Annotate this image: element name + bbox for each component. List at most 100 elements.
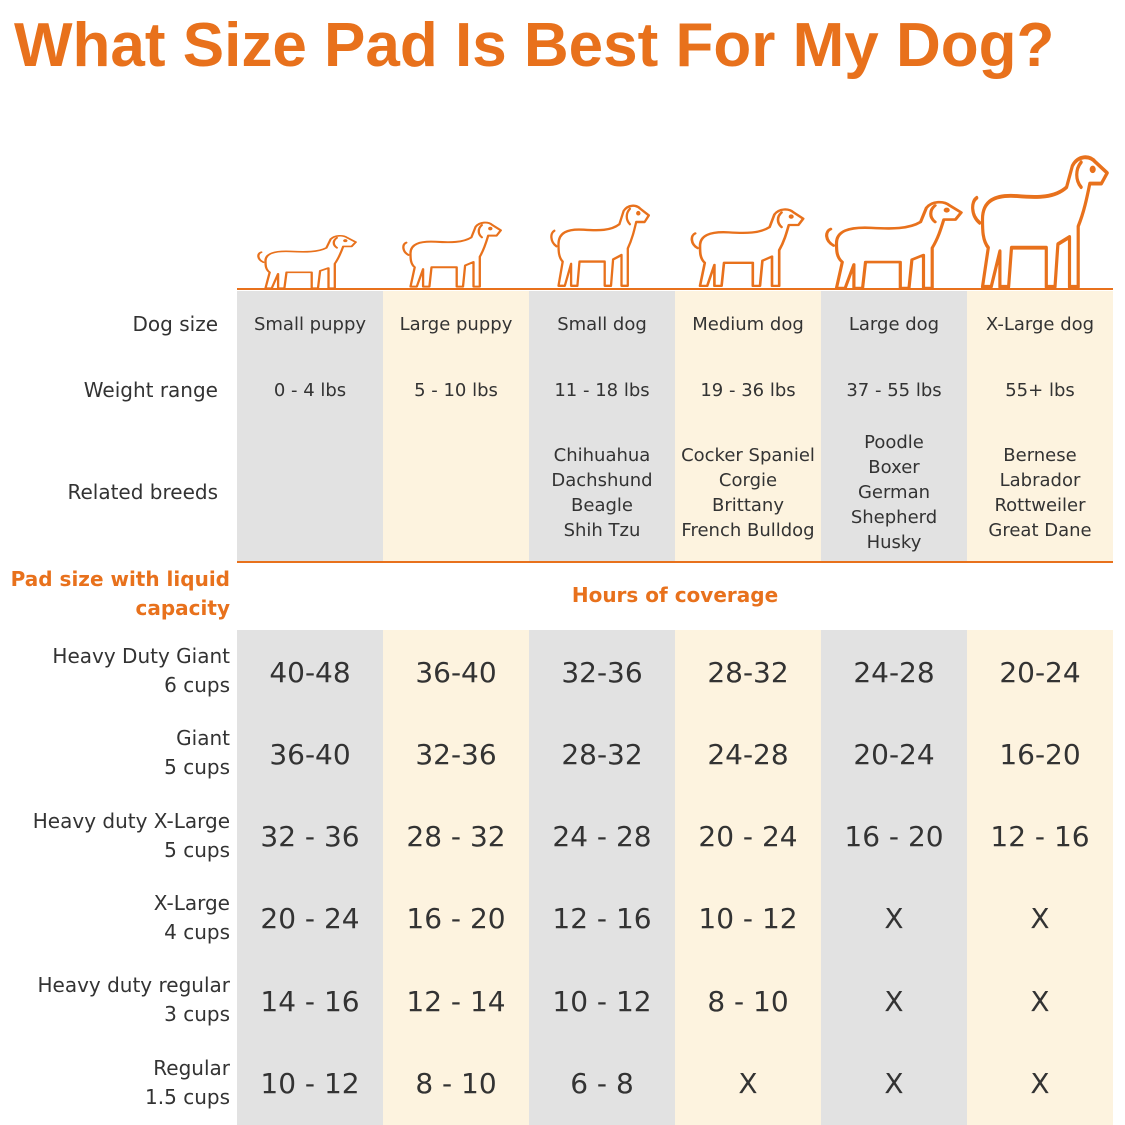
breed: Corgie xyxy=(718,469,778,491)
breed: Cocker Spaniel xyxy=(681,444,815,466)
hours: 6 - 8 xyxy=(570,1067,634,1100)
column-bg xyxy=(383,630,529,1125)
breed: Boxer xyxy=(868,457,920,478)
hours: X xyxy=(738,1067,758,1100)
breeds: Poodle Boxer German Shepherd Husky xyxy=(821,425,967,560)
weight: 0 - 4 lbs xyxy=(273,379,347,401)
dog-size: Large puppy xyxy=(399,313,513,335)
hours: X xyxy=(1030,902,1050,936)
coverage-header: Hours of coverage xyxy=(571,582,779,607)
weight: 55+ lbs xyxy=(1005,379,1075,401)
row-label: Related breeds xyxy=(67,479,218,504)
hours: 16-20 xyxy=(999,737,1081,771)
breed: Great Dane xyxy=(988,519,1092,541)
dog-size: Small dog xyxy=(557,313,647,335)
dog-size: X-Large dog xyxy=(985,313,1095,335)
breed: Brittany xyxy=(712,494,784,516)
column-bg xyxy=(237,630,383,1125)
column-bg xyxy=(383,291,529,561)
hours: X xyxy=(884,1067,904,1100)
divider xyxy=(237,561,1113,563)
dog-size: Small puppy xyxy=(253,313,367,335)
hours: 24-28 xyxy=(853,655,935,689)
hours: X xyxy=(1030,984,1050,1018)
breed: Labrador xyxy=(999,469,1081,491)
hours: 32 - 36 xyxy=(260,820,360,854)
hours: 40-48 xyxy=(269,655,351,689)
breed: Chihuahua xyxy=(553,444,651,466)
hours: 8 - 10 xyxy=(707,984,789,1018)
pad-label: Heavy duty X-Large 5 cups xyxy=(0,807,230,865)
column-bg xyxy=(821,630,967,1125)
pad-capacity: 6 cups xyxy=(164,673,230,697)
hours: 28-32 xyxy=(561,737,643,771)
pad-name: Giant xyxy=(176,726,230,751)
pad-capacity: 3 cups xyxy=(164,1002,230,1027)
hours: 24 - 28 xyxy=(552,820,652,854)
hours: 20-24 xyxy=(853,737,935,771)
breed: Rottweiler xyxy=(994,494,1086,516)
hours: 28-32 xyxy=(707,655,789,689)
hours: 16 - 20 xyxy=(406,902,506,936)
hours: 16 - 20 xyxy=(844,820,944,854)
pad-label: Heavy duty regular 3 cups xyxy=(0,971,230,1029)
pad-name: Heavy Duty Giant xyxy=(52,644,230,668)
column-bg xyxy=(675,291,821,561)
breeds: Cocker Spaniel Corgie Brittany French Bulld… xyxy=(675,425,821,560)
pad-label: Giant 5 cups xyxy=(0,724,230,782)
column-bg xyxy=(967,630,1113,1125)
pad-header: Pad size with liquid capacity xyxy=(10,567,230,620)
pad-capacity: 4 cups xyxy=(164,919,230,944)
hours: X xyxy=(884,902,904,936)
hours: X xyxy=(1030,1067,1050,1100)
pad-capacity: 1.5 cups xyxy=(145,1084,230,1109)
weight: 11 - 18 lbs xyxy=(554,379,650,401)
hours: 32-36 xyxy=(561,655,643,689)
breed: Husky xyxy=(866,532,922,553)
breed: Dachshund xyxy=(551,469,653,491)
hours: 24-28 xyxy=(707,737,789,771)
breed: Shih Tzu xyxy=(563,519,641,541)
hours: 10 - 12 xyxy=(698,902,798,936)
hours: 8 - 10 xyxy=(415,1067,497,1100)
breed: German Shepherd xyxy=(850,482,938,528)
column-bg xyxy=(529,630,675,1125)
row-label: Weight range xyxy=(83,377,218,402)
breed: Bernese xyxy=(1003,444,1077,466)
weight: 5 - 10 lbs xyxy=(414,379,498,401)
pad-capacity: 5 cups xyxy=(164,755,230,780)
hours: 12 - 14 xyxy=(406,984,506,1018)
breed: French Bulldog xyxy=(681,519,815,541)
breeds: Chihuahua Dachshund Beagle Shih Tzu xyxy=(529,425,675,560)
column-bg xyxy=(237,291,383,561)
column-bg xyxy=(675,630,821,1125)
hours: 20-24 xyxy=(999,655,1081,689)
hours: 12 - 16 xyxy=(552,902,652,936)
pad-label: Regular 1.5 cups xyxy=(0,1054,230,1112)
hours: 20 - 24 xyxy=(698,820,798,854)
column-bg xyxy=(529,291,675,561)
title: What Size Pad Is Best For My Dog? xyxy=(14,11,1055,80)
breed: Poodle xyxy=(864,432,924,453)
hours: X xyxy=(884,984,904,1018)
dog-size: Large dog xyxy=(848,313,940,335)
column-bg xyxy=(967,291,1113,561)
hours: 14 - 16 xyxy=(260,984,360,1018)
breeds xyxy=(383,425,529,560)
pad-name: Regular xyxy=(153,1055,230,1080)
hours: 20 - 24 xyxy=(260,902,360,936)
hours: 12 - 16 xyxy=(990,820,1090,854)
hours: 36-40 xyxy=(415,655,497,689)
hours: 36-40 xyxy=(269,737,351,771)
breed: Beagle xyxy=(571,494,633,516)
pad-label: Heavy Duty Giant 6 cups xyxy=(0,642,230,700)
hours: 10 - 12 xyxy=(260,1067,360,1100)
dog-size: Medium dog xyxy=(692,313,804,335)
pad-name: Heavy duty regular xyxy=(37,973,230,998)
hours: 10 - 12 xyxy=(552,984,652,1018)
pad-label: X-Large 4 cups xyxy=(0,889,230,947)
dog-illustrations xyxy=(237,155,1113,290)
weight: 37 - 55 lbs xyxy=(846,379,942,401)
breeds: Bernese Labrador Rottweiler Great Dane xyxy=(967,425,1113,560)
